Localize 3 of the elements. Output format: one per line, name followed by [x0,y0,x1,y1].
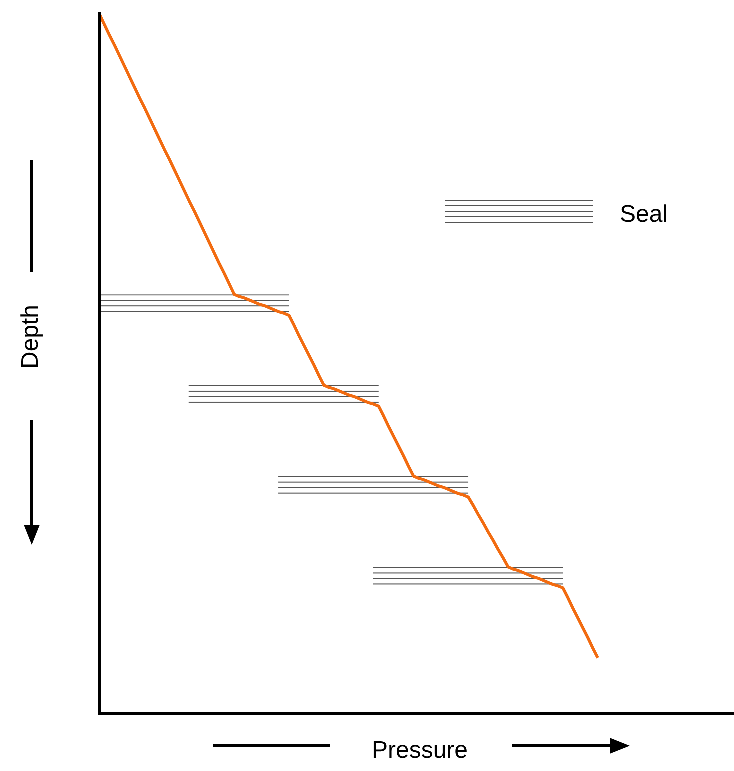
y-axis-title: Depth [17,304,44,370]
x-axis-title: Pressure [372,737,468,764]
text: Seal [620,201,668,228]
